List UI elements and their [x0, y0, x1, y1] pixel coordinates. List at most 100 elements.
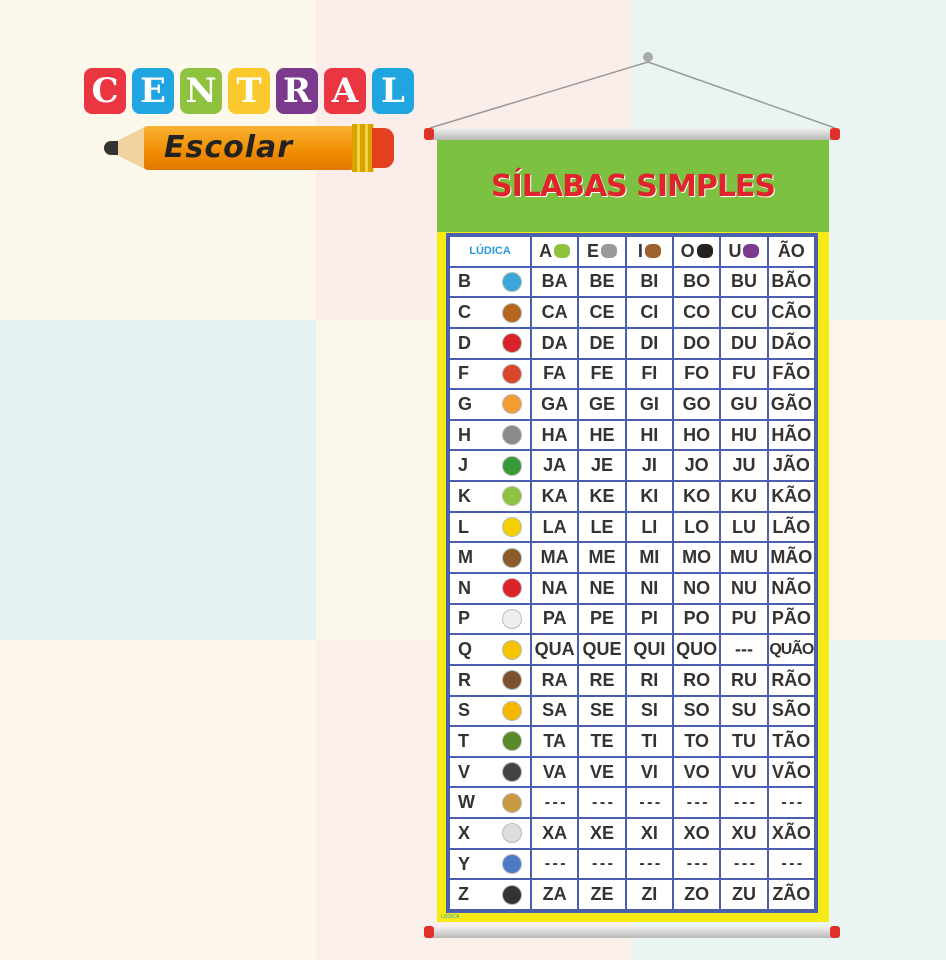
syllable-cell: - - - — [626, 849, 672, 879]
sun-icon — [502, 700, 522, 721]
syllable-cell: RU — [721, 665, 767, 695]
footer-logo: LÚDICA — [441, 914, 460, 920]
row-letter: S — [458, 700, 471, 721]
glasses-icon — [696, 244, 713, 259]
monkey-icon — [502, 547, 522, 568]
syllable-cell: ZA — [532, 880, 578, 909]
syllable-cell: - - - — [579, 788, 625, 818]
syllable-cell: ZI — [626, 880, 672, 909]
row-letter: J — [458, 455, 469, 476]
syllable-cell: BI — [626, 267, 672, 297]
syllable-cell: - - - — [768, 849, 814, 879]
syllable-cell: GE — [579, 390, 625, 419]
syllable-cell: NÃO — [768, 574, 814, 603]
ant-icon — [502, 363, 522, 384]
syllable-cell: KÃO — [768, 482, 814, 511]
syllable-cell: CO — [673, 298, 720, 327]
syllable-cell: JU — [721, 451, 767, 481]
syllable-cell: MA — [532, 543, 578, 572]
syllable-cell: FA — [532, 359, 578, 389]
syllable-cell: FU — [721, 359, 767, 389]
syllable-cell: - - - — [721, 849, 767, 879]
syllable-cell: RA — [532, 665, 578, 695]
logo-letter: C — [84, 68, 126, 114]
syllables-table: LÚDICA A E I O U ÃO B BA BE BI BO BU BÃO C CA CE CI CO CU CÃ… — [446, 233, 818, 913]
alligator-icon — [502, 455, 522, 476]
syllable-cell: GU — [721, 390, 767, 419]
row-letter: H — [458, 424, 471, 445]
syllable-cell: BU — [721, 267, 767, 297]
cheese-icon — [502, 639, 522, 660]
syllable-cell: DO — [673, 328, 720, 358]
vowel-header-cell: E — [579, 237, 625, 266]
logo-letter: T — [228, 68, 270, 114]
syllable-cell: CA — [532, 298, 578, 327]
logo-cell: LÚDICA — [450, 237, 530, 266]
row-letter: K — [458, 485, 471, 506]
syllable-cell: VU — [721, 757, 767, 787]
row-letter: Y — [458, 853, 471, 874]
row-letter: M — [458, 547, 473, 568]
syllable-cell: NO — [673, 574, 720, 603]
syllable-cell: RO — [673, 665, 720, 695]
syllable-cell: KO — [673, 482, 720, 511]
rod-cap — [830, 128, 840, 140]
syllable-cell: ZU — [721, 880, 767, 909]
syllable-cell: DI — [626, 328, 672, 358]
waffle-icon — [502, 792, 522, 813]
syllable-cell: XÃO — [768, 819, 814, 848]
letter-cell: K — [450, 482, 530, 511]
logo-subtitle: Escolar — [164, 130, 294, 165]
syllable-cell: CI — [626, 298, 672, 327]
syllable-cell: XE — [579, 819, 625, 848]
syllable-cell: LI — [626, 512, 672, 542]
syllable-cell: GO — [673, 390, 720, 419]
syllable-cell: JI — [626, 451, 672, 481]
zebra-icon — [502, 884, 522, 905]
syllable-cell: XA — [532, 819, 578, 848]
syllable-cell: SU — [721, 696, 767, 726]
syllable-cell: NE — [579, 574, 625, 603]
row-letter: Q — [458, 639, 473, 660]
letter-cell: D — [450, 328, 530, 358]
vowel-label: U — [728, 240, 742, 261]
letter-cell: N — [450, 574, 530, 603]
syllable-cell: HE — [579, 420, 625, 450]
letter-cell: W — [450, 788, 530, 818]
syllable-cell: PU — [721, 604, 767, 634]
syllable-cell: - - - — [532, 788, 578, 818]
syllable-cell: MÃO — [768, 543, 814, 572]
syllable-cell: LA — [532, 512, 578, 542]
syllable-cell: PI — [626, 604, 672, 634]
syllable-cell: VA — [532, 757, 578, 787]
vowel-header-cell: O — [673, 237, 720, 266]
syllable-cell: SO — [673, 696, 720, 726]
logo-letter: A — [324, 68, 366, 114]
mouse-icon — [502, 670, 522, 691]
letter-cell: C — [450, 298, 530, 327]
letter-cell: S — [450, 696, 530, 726]
syllable-cell: GA — [532, 390, 578, 419]
syllable-cell: - - - — [768, 788, 814, 818]
row-letter: P — [458, 608, 471, 629]
letter-cell: J — [450, 451, 530, 481]
syllable-cell: JE — [579, 451, 625, 481]
letter-cell: R — [450, 665, 530, 695]
syllable-cell: TO — [673, 727, 720, 756]
syllable-cell: DE — [579, 328, 625, 358]
duck-icon — [502, 608, 522, 629]
bottom-rod — [428, 926, 838, 938]
letter-cell: V — [450, 757, 530, 787]
row-letter: C — [458, 302, 471, 323]
syllable-cell: TE — [579, 727, 625, 756]
syllable-cell: QUÃO — [768, 635, 814, 664]
vowel-header-cell: ÃO — [768, 237, 814, 266]
moon-icon — [502, 517, 522, 538]
syllable-cell: ZE — [579, 880, 625, 909]
syllable-cell: LE — [579, 512, 625, 542]
syllable-cell: GI — [626, 390, 672, 419]
syllable-cell: NA — [532, 574, 578, 603]
